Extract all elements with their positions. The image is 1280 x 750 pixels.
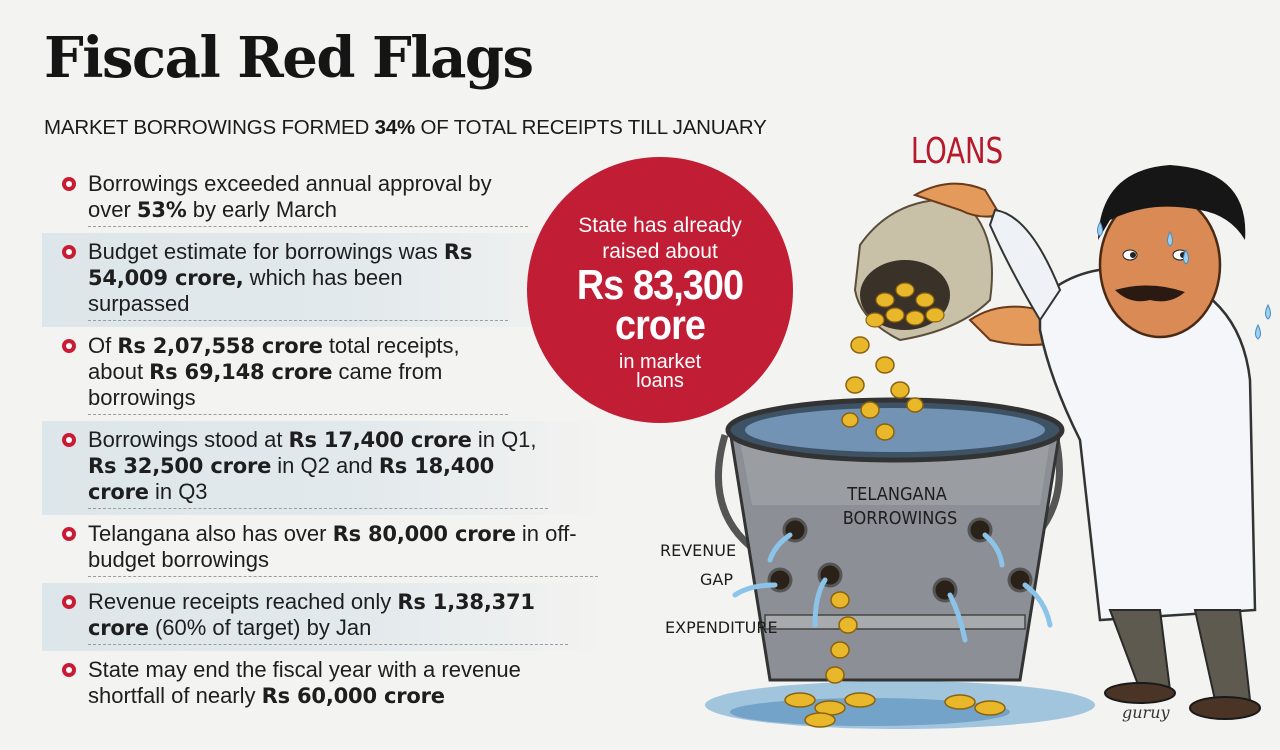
list-item: Revenue receipts reached only Rs 1,38,37… [42, 583, 602, 651]
bullet-icon [62, 433, 76, 447]
subtitle-text-end: OF TOTAL RECEIPTS TILL JANUARY [415, 116, 767, 139]
red-flag-list: Borrowings exceeded annual approval by o… [42, 165, 602, 718]
bullet-icon [62, 595, 76, 609]
bullet-icon [62, 177, 76, 191]
list-item: Of Rs 2,07,558 crore total receipts, abo… [42, 327, 602, 421]
bullet-icon [62, 339, 76, 353]
highlight-circle: State has already raised about Rs 83,300 c… [527, 157, 793, 423]
list-item: Telangana also has over Rs 80,000 crore … [42, 515, 602, 583]
page-title: Fiscal Red Flags [44, 25, 534, 91]
subtitle: MARKET BORROWINGS FORMED 34% OF TOTAL RE… [44, 116, 767, 139]
bucket-label-1: TELANGANA [846, 484, 947, 505]
list-item: Borrowings stood at Rs 17,400 crore in Q… [42, 421, 602, 515]
expenditure-label: EXPENDITURE [665, 618, 778, 637]
bullet-icon [62, 245, 76, 259]
list-item: Borrowings exceeded annual approval by o… [42, 165, 602, 233]
revenue-label: REVENUE [660, 541, 736, 560]
bucket-label-2: BORROWINGS [843, 508, 958, 529]
circle-intro: State has already raised about [578, 214, 742, 263]
artist-signature: guruy [1122, 703, 1171, 722]
subtitle-text: MARKET BORROWINGS FORMED [44, 116, 375, 139]
list-item: Budget estimate for borrowings was Rs 54… [42, 233, 602, 327]
bullet-icon [62, 527, 76, 541]
loans-label: LOANS [911, 130, 1003, 172]
subtitle-highlight: 34% [374, 116, 416, 139]
circle-outro: in market loans [618, 351, 702, 392]
bullet-icon [62, 663, 76, 677]
gap-label: GAP [700, 570, 733, 589]
cartoon-illustration: TELANGANA BORROWINGS REVENUE GAP EXPENDI… [660, 130, 1271, 729]
list-item: State may end the fiscal year with a rev… [42, 651, 602, 718]
circle-amount: Rs 83,300 crore [576, 261, 744, 348]
